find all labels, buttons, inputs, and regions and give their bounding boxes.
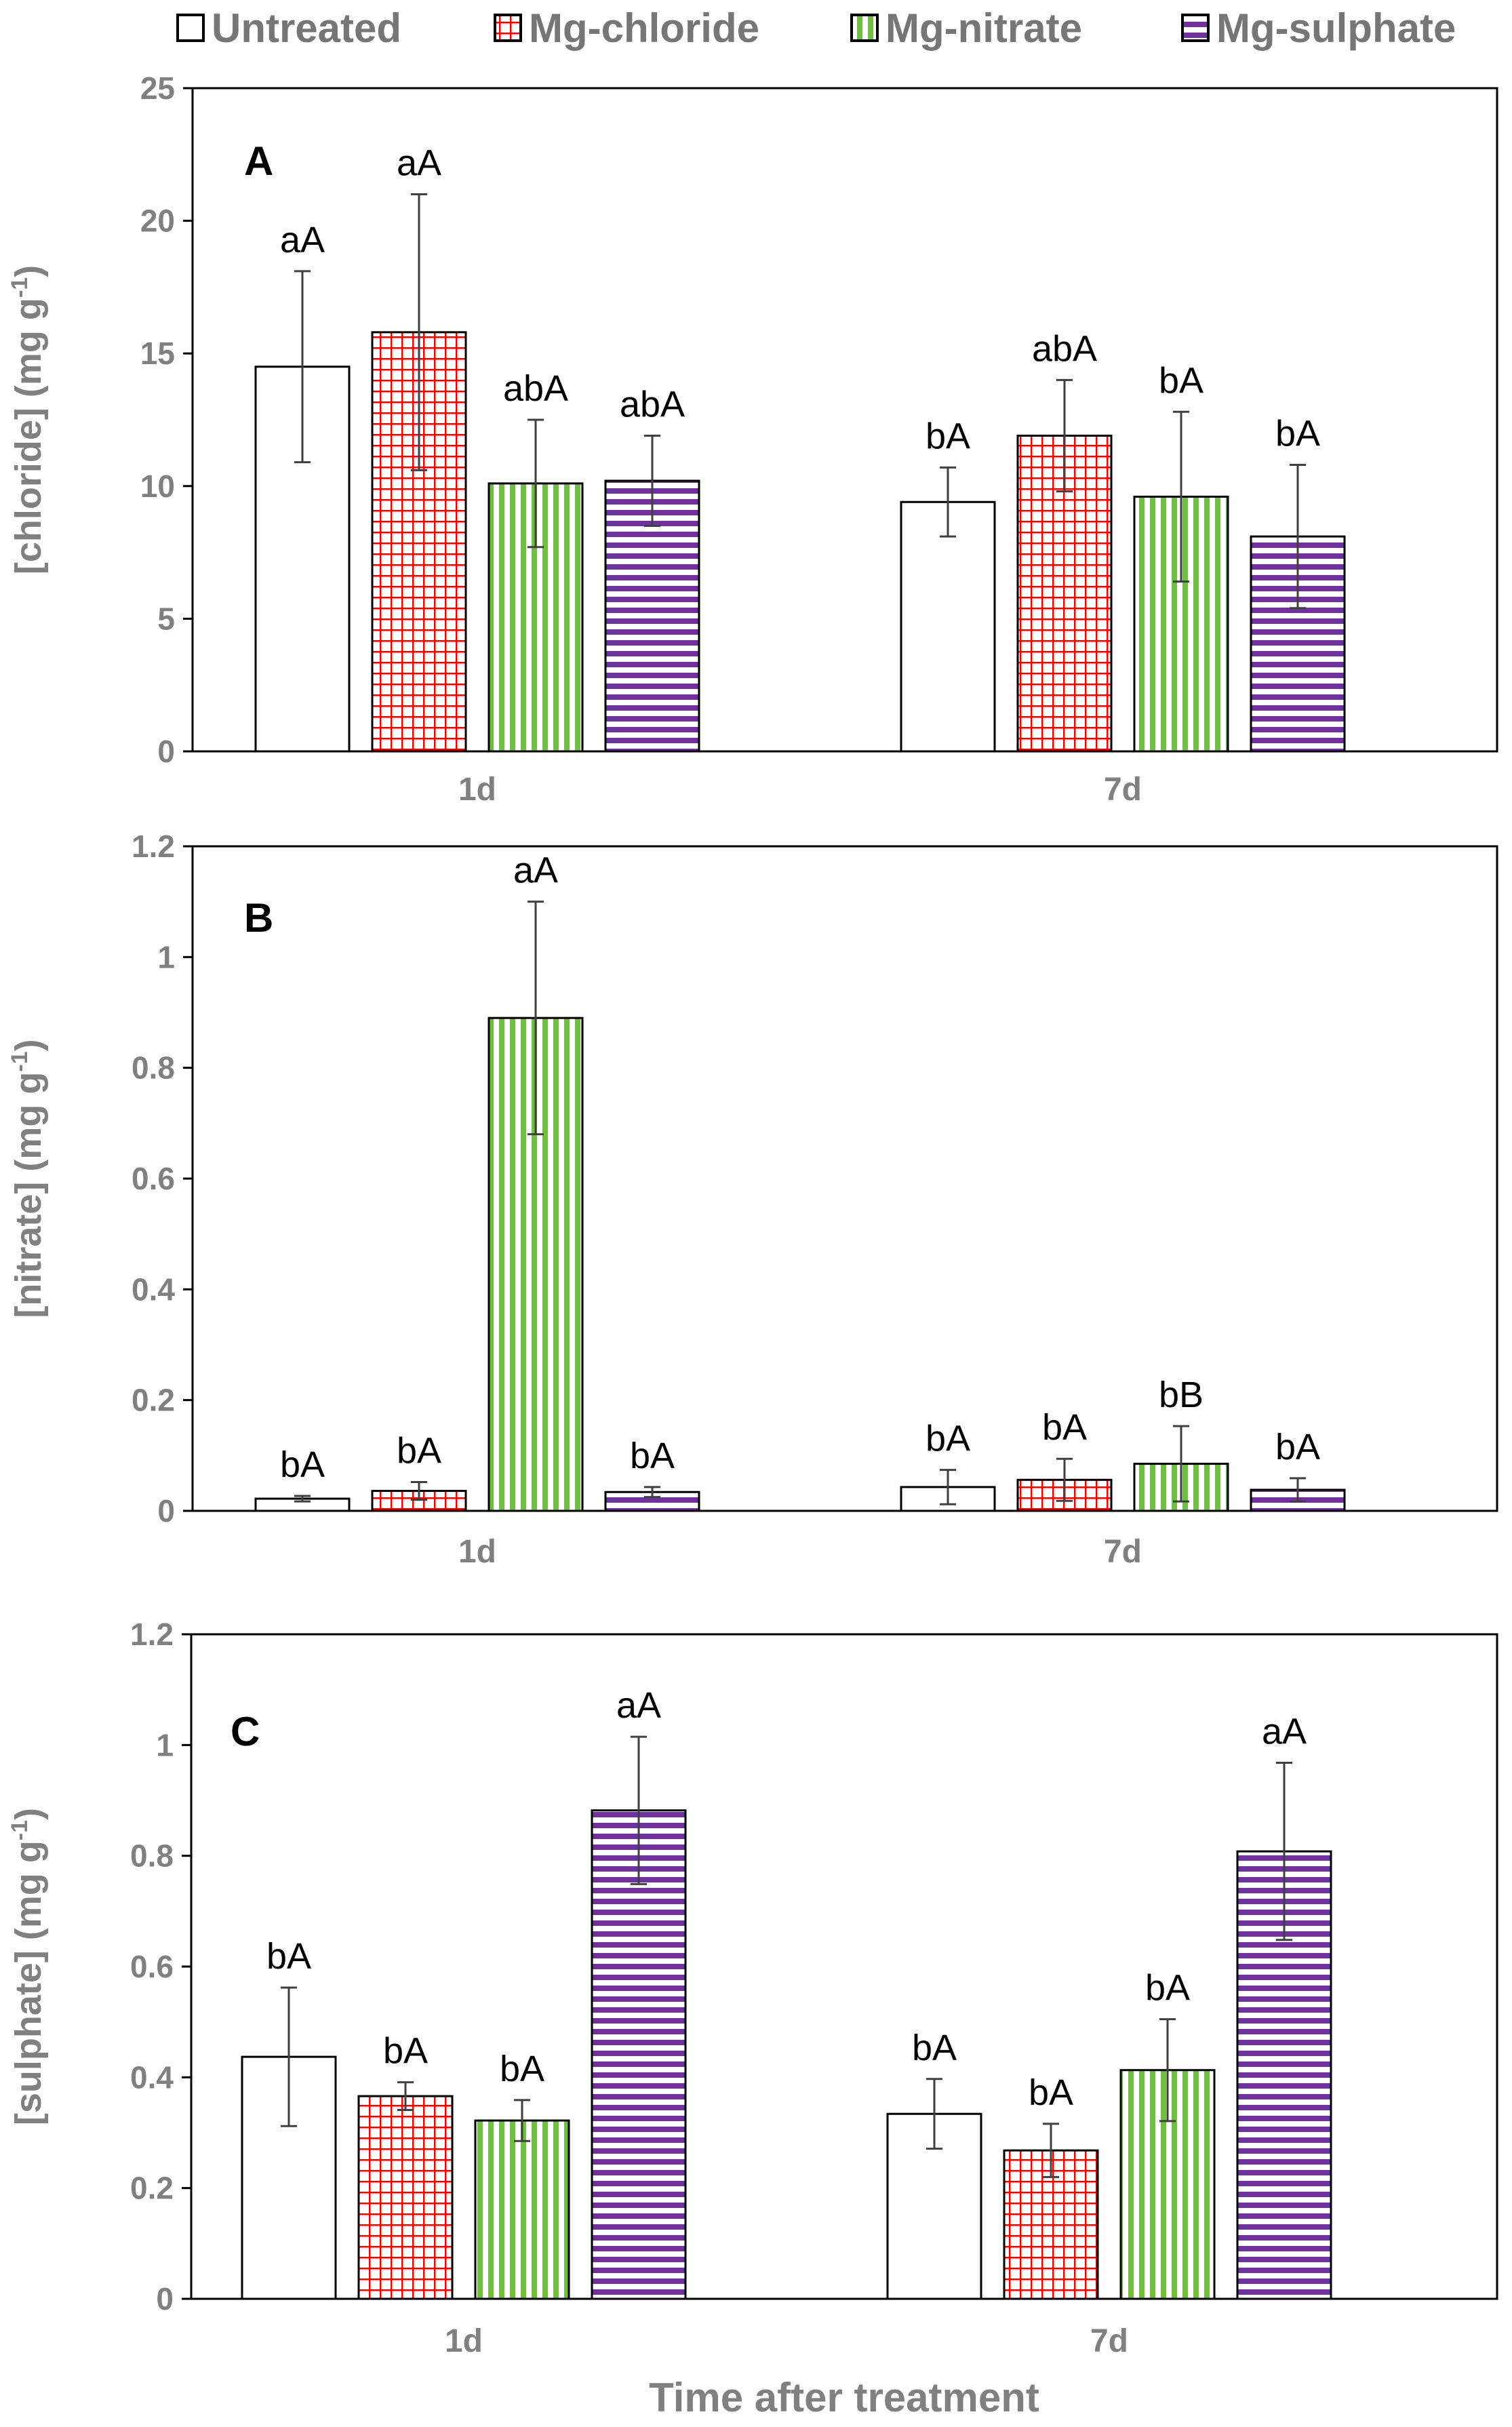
plot-frame — [191, 87, 1498, 753]
y-tick-label: 0.6 — [132, 1161, 175, 1196]
significance-label-mg-chloride-1d: bA — [383, 2031, 428, 2072]
legend-swatch-untreated — [176, 14, 205, 42]
significance-label-mg-nitrate-1d: aA — [513, 850, 558, 891]
y-tick-label: 1.2 — [132, 829, 175, 864]
y-tick-label: 15 — [140, 336, 175, 371]
y-tick-label: 5 — [157, 601, 175, 636]
significance-label-mg-nitrate-7d: bA — [1145, 1968, 1190, 2009]
panel-a: 0 5 10 15 20 25 [chloride] (mg g-1) AaA aA abA abA… — [7, 71, 1498, 808]
significance-label-mg-sulphate-7d: bA — [1275, 414, 1320, 454]
y-tick-label: 0.4 — [132, 1271, 175, 1307]
panel-letter: B — [244, 895, 273, 941]
significance-label-mg-chloride-7d: bA — [1042, 1407, 1087, 1448]
significance-label-untreated-1d: aA — [280, 220, 325, 260]
y-axis-title: [sulphate] (mg g-1) — [7, 1808, 49, 2125]
significance-label-untreated-1d: bA — [266, 1936, 311, 1977]
significance-label-mg-nitrate-7d: bB — [1159, 1375, 1203, 1415]
significance-label-mg-chloride-7d: abA — [1032, 328, 1097, 369]
significance-label-mg-chloride-7d: bA — [1029, 2072, 1073, 2113]
significance-label-untreated-7d: bA — [912, 2028, 957, 2068]
x-category-label-7d: 7d — [1090, 2323, 1128, 2359]
y-tick-label: 1 — [157, 939, 175, 974]
x-axis-title: Time after treatment — [649, 2375, 1039, 2420]
y-tick-label: 0 — [157, 734, 175, 769]
y-tick-label: 1 — [156, 1727, 174, 1762]
x-category-label-1d: 1d — [445, 2323, 483, 2359]
y-tick-label: 0 — [157, 1493, 175, 1528]
bar-mg-sulphate-1d — [591, 1809, 687, 2300]
significance-label-mg-sulphate-7d: bA — [1275, 1427, 1320, 1467]
panel-b: 0 0.2 0.4 0.6 0.8 1 1.2 [nitrate] (mg g-1) BbA bA… — [7, 829, 1498, 1570]
significance-label-mg-sulphate-1d: bA — [630, 1436, 675, 1476]
y-axis-title-main: [nitrate] (mg g — [8, 1072, 49, 1318]
y-axis-title: [nitrate] (mg g-1) — [7, 1039, 49, 1318]
y-axis-title: [chloride] (mg g-1) — [7, 265, 49, 574]
bar-untreated-7d — [900, 500, 996, 753]
significance-label-mg-sulphate-1d: aA — [616, 1685, 661, 1726]
y-tick-label: 0.4 — [130, 2059, 174, 2095]
panel-c: 0 0.2 0.4 0.6 0.8 1 1.2 [sulphate] (mg g-1) CbA b… — [7, 1617, 1498, 2359]
significance-label-mg-nitrate-1d: abA — [503, 368, 568, 409]
legend-label-untreated: Untreated — [212, 5, 401, 51]
y-tick-label: 0.2 — [132, 1383, 175, 1418]
y-axis-title-superscript: -1 — [7, 1820, 33, 1840]
legend-swatch-mg-chloride — [494, 14, 522, 42]
significance-label-untreated-7d: bA — [926, 1419, 970, 1459]
y-tick-label: 0.6 — [130, 1949, 174, 1984]
x-category-label-1d: 1d — [458, 772, 496, 808]
significance-label-mg-nitrate-1d: bA — [500, 2049, 544, 2089]
significance-label-mg-chloride-1d: bA — [397, 1431, 441, 1472]
legend-item-untreated: Untreated — [176, 5, 401, 51]
bar-mg-chloride-1d — [371, 1490, 467, 1512]
legend-item-mg-sulphate: Mg-sulphate — [1181, 5, 1456, 51]
y-axis-title-end: ) — [8, 1039, 49, 1051]
y-axis-title-main: [chloride] (mg g — [8, 298, 49, 574]
y-tick-label: 0.2 — [130, 2171, 174, 2206]
legend-label-mg-sulphate: Mg-sulphate — [1216, 5, 1456, 51]
legend-swatch-mg-sulphate — [1181, 14, 1210, 42]
bar-mg-chloride-1d — [357, 2095, 454, 2300]
y-axis-title-end: ) — [8, 1808, 49, 1820]
y-axis-title-main: [sulphate] (mg g — [8, 1840, 49, 2125]
y-tick-label: 25 — [140, 71, 175, 106]
y-tick-label: 20 — [140, 203, 175, 239]
y-tick-label: 0 — [156, 2281, 174, 2316]
y-tick-label: 0.8 — [130, 1838, 174, 1874]
legend-label-mg-chloride: Mg-chloride — [529, 5, 759, 51]
significance-label-mg-chloride-1d: aA — [397, 142, 441, 183]
y-tick-label: 1.2 — [130, 1617, 174, 1652]
significance-label-mg-nitrate-7d: bA — [1159, 360, 1203, 401]
plot-frame — [191, 845, 1498, 1512]
legend-item-mg-nitrate: Mg-nitrate — [850, 5, 1082, 51]
y-tick-label: 0.8 — [132, 1050, 175, 1086]
bar-mg-nitrate-1d — [474, 2119, 570, 2300]
legend-label-mg-nitrate: Mg-nitrate — [886, 5, 1082, 51]
significance-label-mg-sulphate-7d: aA — [1262, 1711, 1307, 1752]
significance-label-mg-sulphate-1d: abA — [620, 384, 685, 425]
legend-item-mg-chloride: Mg-chloride — [494, 5, 759, 51]
legend-swatch-mg-nitrate — [850, 14, 879, 42]
panel-letter: C — [231, 1709, 260, 1754]
legend: Untreated Mg-chloride Mg-nitrate Mg-sulp… — [176, 5, 1456, 51]
x-category-label-7d: 7d — [1104, 772, 1142, 808]
y-axis-title-superscript: -1 — [7, 1051, 33, 1071]
significance-label-untreated-1d: bA — [280, 1444, 325, 1485]
significance-label-untreated-7d: bA — [926, 416, 970, 456]
y-axis-title-end: ) — [8, 265, 49, 277]
y-tick-label: 10 — [140, 469, 175, 504]
y-axis-title-superscript: -1 — [7, 277, 33, 298]
x-category-label-7d: 7d — [1104, 1534, 1142, 1570]
x-category-label-1d: 1d — [458, 1534, 496, 1570]
panel-letter: A — [244, 138, 273, 184]
